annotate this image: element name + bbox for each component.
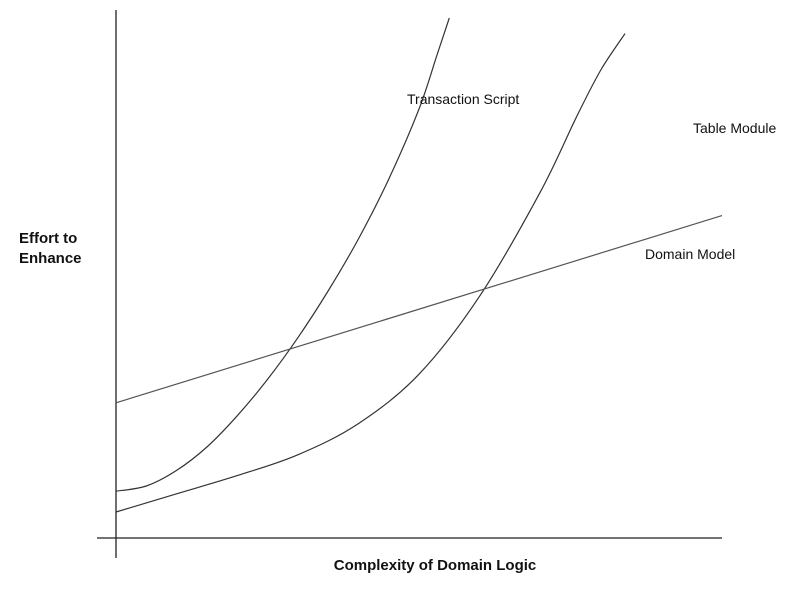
series-label-table-module: Table Module [693, 120, 776, 136]
series-lines [115, 17, 723, 513]
series-line-transaction-script [115, 17, 450, 492]
y-axis-title-line-1: Effort to [19, 230, 77, 247]
x-axis-title: Complexity of Domain Logic [334, 557, 537, 574]
series-label-transaction-script: Transaction Script [407, 91, 519, 107]
series-label-domain-model: Domain Model [645, 246, 735, 262]
y-axis-title-line-2: Enhance [19, 250, 82, 267]
series-line-table-module [115, 33, 626, 513]
series-line-domain-model [115, 215, 723, 404]
